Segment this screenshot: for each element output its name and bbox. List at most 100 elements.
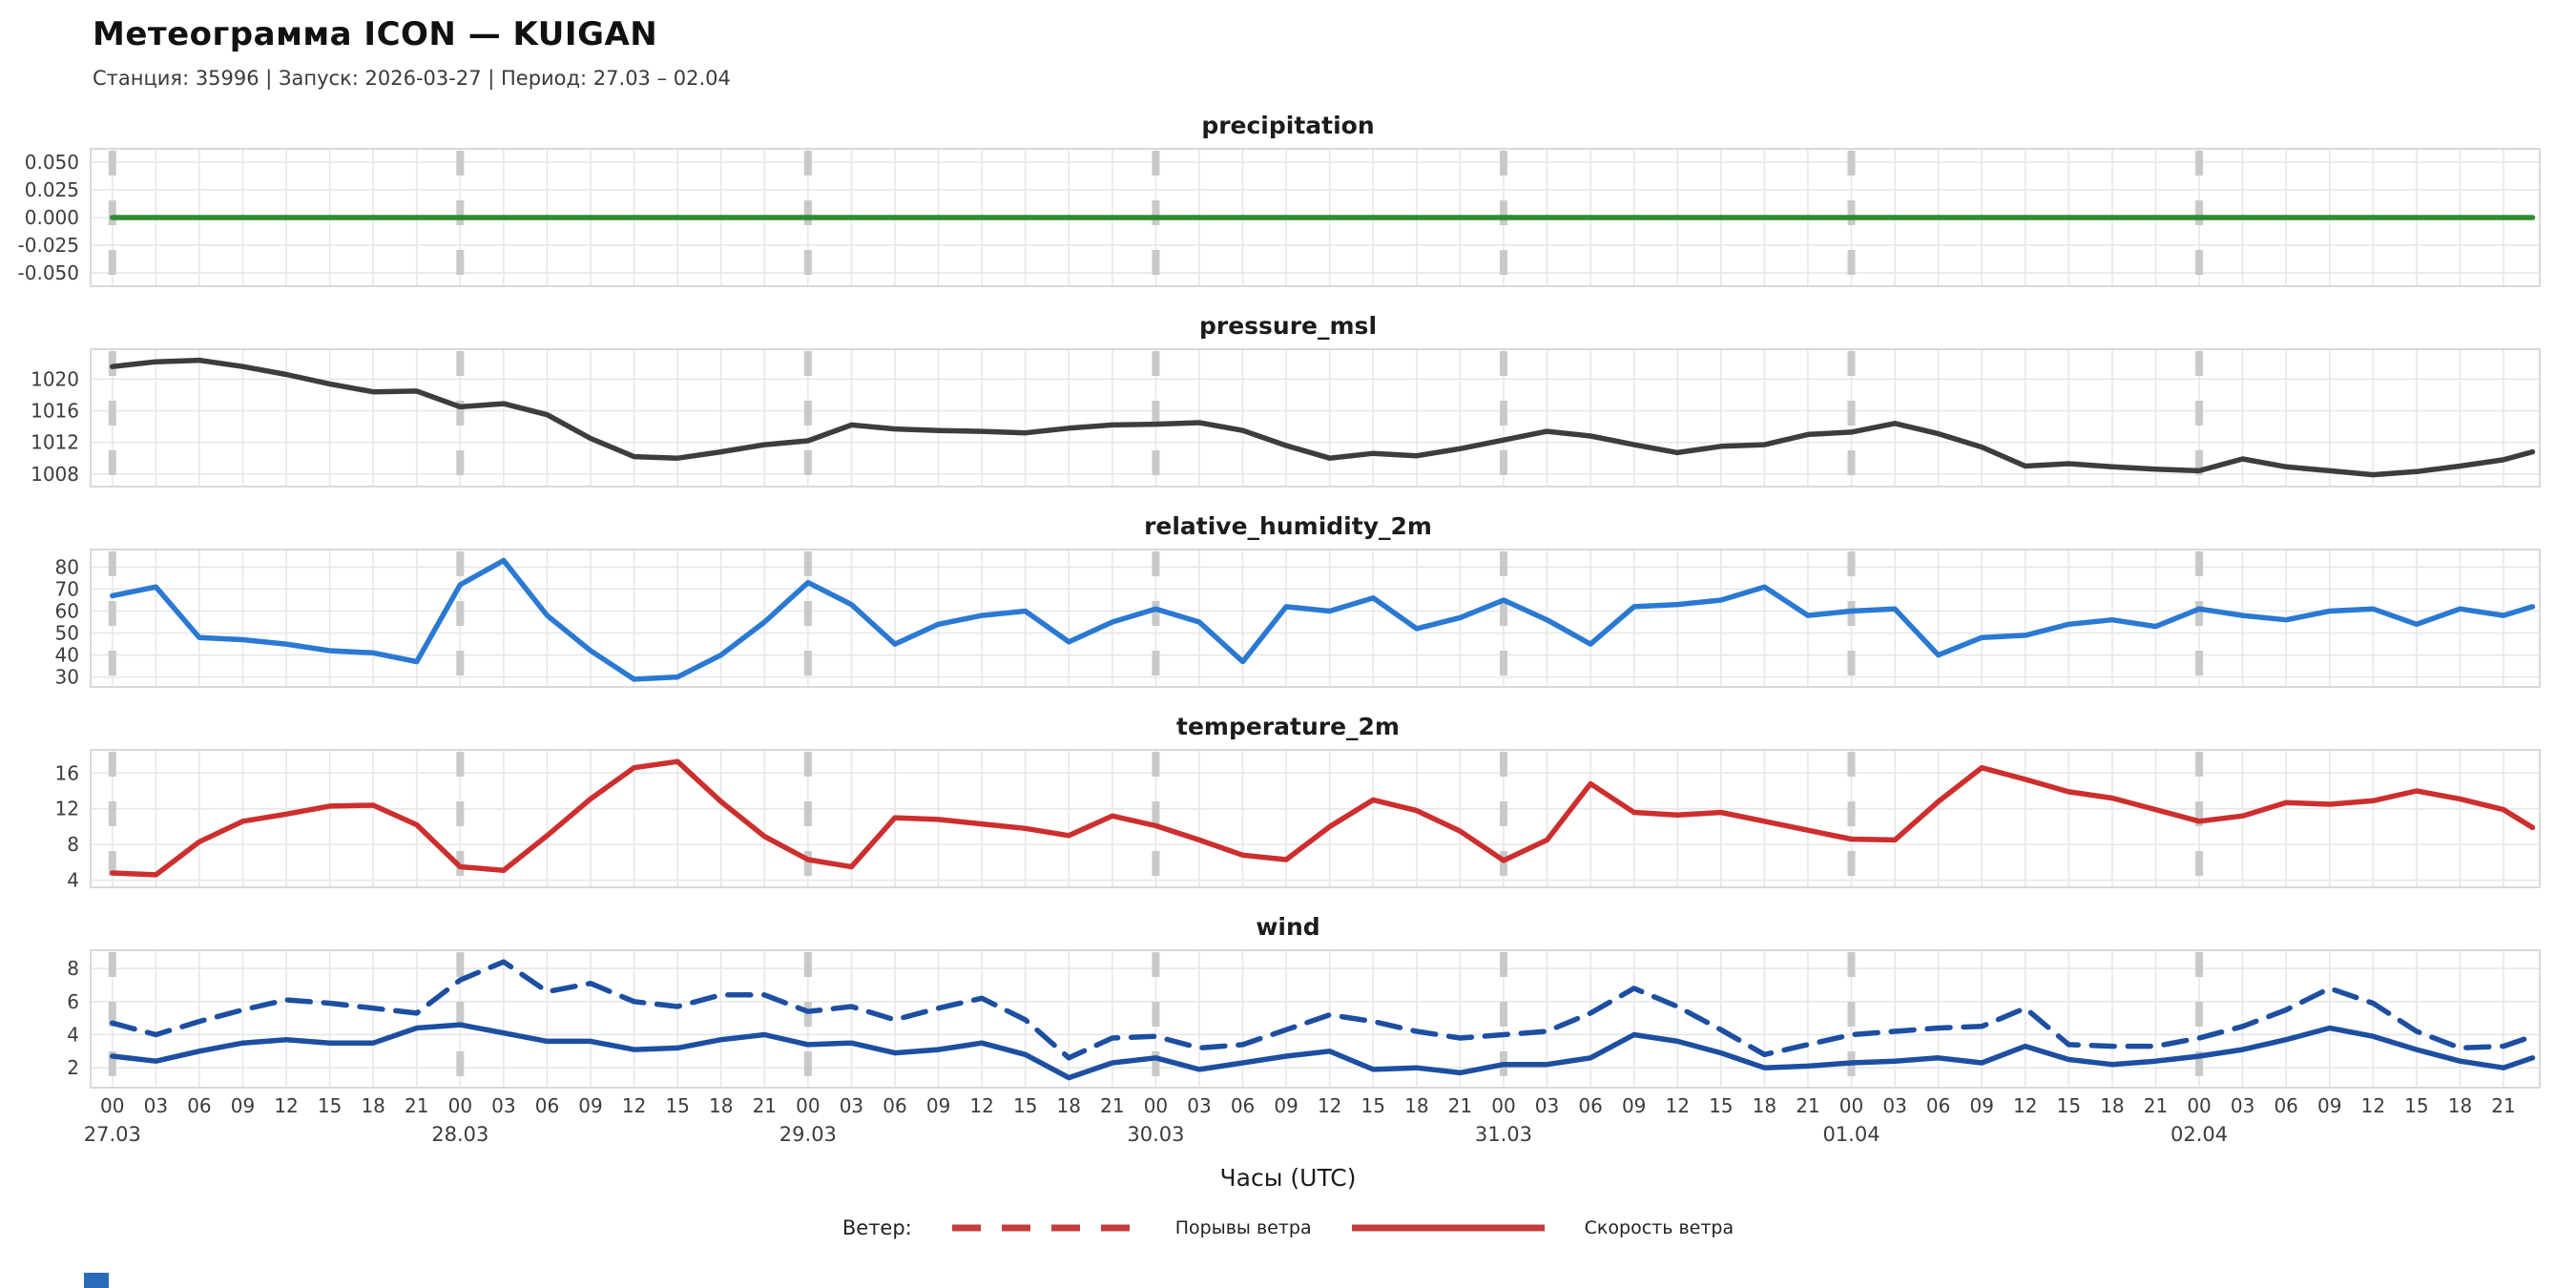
svg-text:03: 03 [491,1094,515,1117]
panel-humidity: relative_humidity_2m 30 40 50 60 70 80 [0,490,2576,691]
svg-text:15: 15 [1709,1094,1733,1117]
svg-text:21: 21 [405,1094,428,1117]
svg-text:1012: 1012 [31,431,79,454]
svg-text:12: 12 [1318,1094,1341,1117]
svg-text:2: 2 [67,1056,79,1079]
svg-text:18: 18 [2448,1094,2472,1117]
svg-text:15: 15 [318,1094,342,1117]
legend-prefix: Ветер: [841,1216,912,1239]
bottom-left-blue-mark [84,1273,109,1288]
page-subtitle: Станция: 35996 | Запуск: 2026-03-27 | Пе… [93,67,731,90]
svg-text:27.03: 27.03 [84,1123,141,1146]
panel-precipitation: precipitation -0.050 -0.025 0.000 0.025 0.05… [0,90,2576,290]
svg-text:18: 18 [361,1094,384,1117]
svg-text:30.03: 30.03 [1127,1123,1184,1146]
svg-text:09: 09 [578,1094,602,1117]
svg-text:40: 40 [55,644,79,667]
svg-text:21: 21 [1448,1094,1472,1117]
svg-text:-0.050: -0.050 [18,261,79,284]
svg-text:12: 12 [274,1094,298,1117]
svg-text:03: 03 [144,1094,168,1117]
svg-text:18: 18 [1057,1094,1081,1117]
chart-temperature: 4 8 12 16 [55,749,2541,891]
svg-text:80: 80 [55,555,79,578]
svg-text:-0.025: -0.025 [18,234,79,257]
svg-text:06: 06 [1926,1094,1950,1117]
svg-text:4: 4 [67,869,79,891]
svg-text:06: 06 [1578,1094,1602,1117]
header: Метеограмма ICON — KUIGAN Станция: 35996… [0,0,2576,90]
svg-text:06: 06 [535,1094,559,1117]
svg-text:09: 09 [1969,1094,1993,1117]
svg-text:1008: 1008 [31,463,79,486]
legend-gusts-label: Порывы ветра [1174,1217,1312,1238]
svg-text:12: 12 [2361,1094,2385,1117]
svg-text:0.025: 0.025 [25,178,79,201]
svg-text:15: 15 [1013,1094,1037,1117]
svg-text:00: 00 [1839,1094,1863,1117]
svg-text:01.04: 01.04 [1822,1123,1880,1146]
svg-text:28.03: 28.03 [431,1123,488,1146]
svg-text:00: 00 [100,1094,124,1117]
svg-text:09: 09 [926,1094,950,1117]
svg-text:00: 00 [1491,1094,1515,1117]
chart-pressure: 1008 1012 1016 1020 [31,348,2541,488]
svg-text:21: 21 [1796,1094,1819,1117]
page-title: Метеограмма ICON — KUIGAN [93,15,658,53]
panel-title-pressure: pressure_msl [1198,312,1378,340]
svg-text:03: 03 [2231,1094,2254,1117]
svg-text:12: 12 [622,1094,646,1117]
svg-text:1020: 1020 [31,367,79,390]
svg-text:31.03: 31.03 [1475,1123,1532,1146]
legend: Ветер: Порывы ветра Скорость ветра [0,1216,2576,1239]
svg-text:09: 09 [1622,1094,1646,1117]
legend-solid-line-icon [1351,1224,1545,1232]
svg-text:00: 00 [448,1094,472,1117]
svg-text:8: 8 [67,957,79,980]
chart-wind: 2 4 6 8 [67,949,2541,1089]
svg-text:30: 30 [55,666,79,689]
svg-text:00: 00 [2187,1094,2211,1117]
legend-speed-label: Скорость ветра [1584,1217,1735,1238]
svg-text:15: 15 [2404,1094,2428,1117]
panel-title-precipitation: precipitation [1201,112,1375,139]
svg-text:09: 09 [2317,1094,2341,1117]
svg-text:16: 16 [55,761,79,784]
x-axis-label: Часы (UTC) [1219,1164,1357,1192]
svg-text:6: 6 [67,990,79,1013]
svg-text:03: 03 [1187,1094,1211,1117]
svg-text:02.04: 02.04 [2171,1123,2228,1146]
svg-text:21: 21 [2144,1094,2168,1117]
svg-text:18: 18 [709,1094,733,1117]
svg-text:8: 8 [67,833,79,856]
svg-text:18: 18 [1753,1094,1776,1117]
svg-text:12: 12 [55,798,79,821]
svg-text:06: 06 [187,1094,211,1117]
panel-wind: wind 2 4 6 8 [0,891,2576,1091]
svg-text:06: 06 [1231,1094,1255,1117]
svg-text:0.050: 0.050 [25,151,79,174]
svg-text:03: 03 [1882,1094,1906,1117]
svg-text:1016: 1016 [31,400,79,423]
svg-text:06: 06 [2274,1094,2297,1117]
panel-title-humidity: relative_humidity_2m [1144,512,1432,540]
svg-text:00: 00 [796,1094,820,1117]
svg-text:60: 60 [55,600,79,623]
svg-text:21: 21 [753,1094,777,1117]
svg-text:06: 06 [883,1094,906,1117]
svg-text:15: 15 [665,1094,689,1117]
svg-text:15: 15 [2057,1094,2081,1117]
svg-text:09: 09 [1274,1094,1298,1117]
svg-text:0.000: 0.000 [25,206,79,229]
svg-text:09: 09 [231,1094,255,1117]
svg-text:18: 18 [1404,1094,1428,1117]
panel-pressure: pressure_msl 1008 1012 1016 1020 [0,290,2576,490]
panel-temperature: temperature_2m 4 8 12 16 [0,691,2576,891]
svg-text:00: 00 [1144,1094,1168,1117]
svg-text:03: 03 [840,1094,863,1117]
svg-text:12: 12 [1666,1094,1690,1117]
svg-text:12: 12 [969,1094,993,1117]
chart-precipitation: -0.050 -0.025 0.000 0.025 0.050 [18,148,2541,287]
